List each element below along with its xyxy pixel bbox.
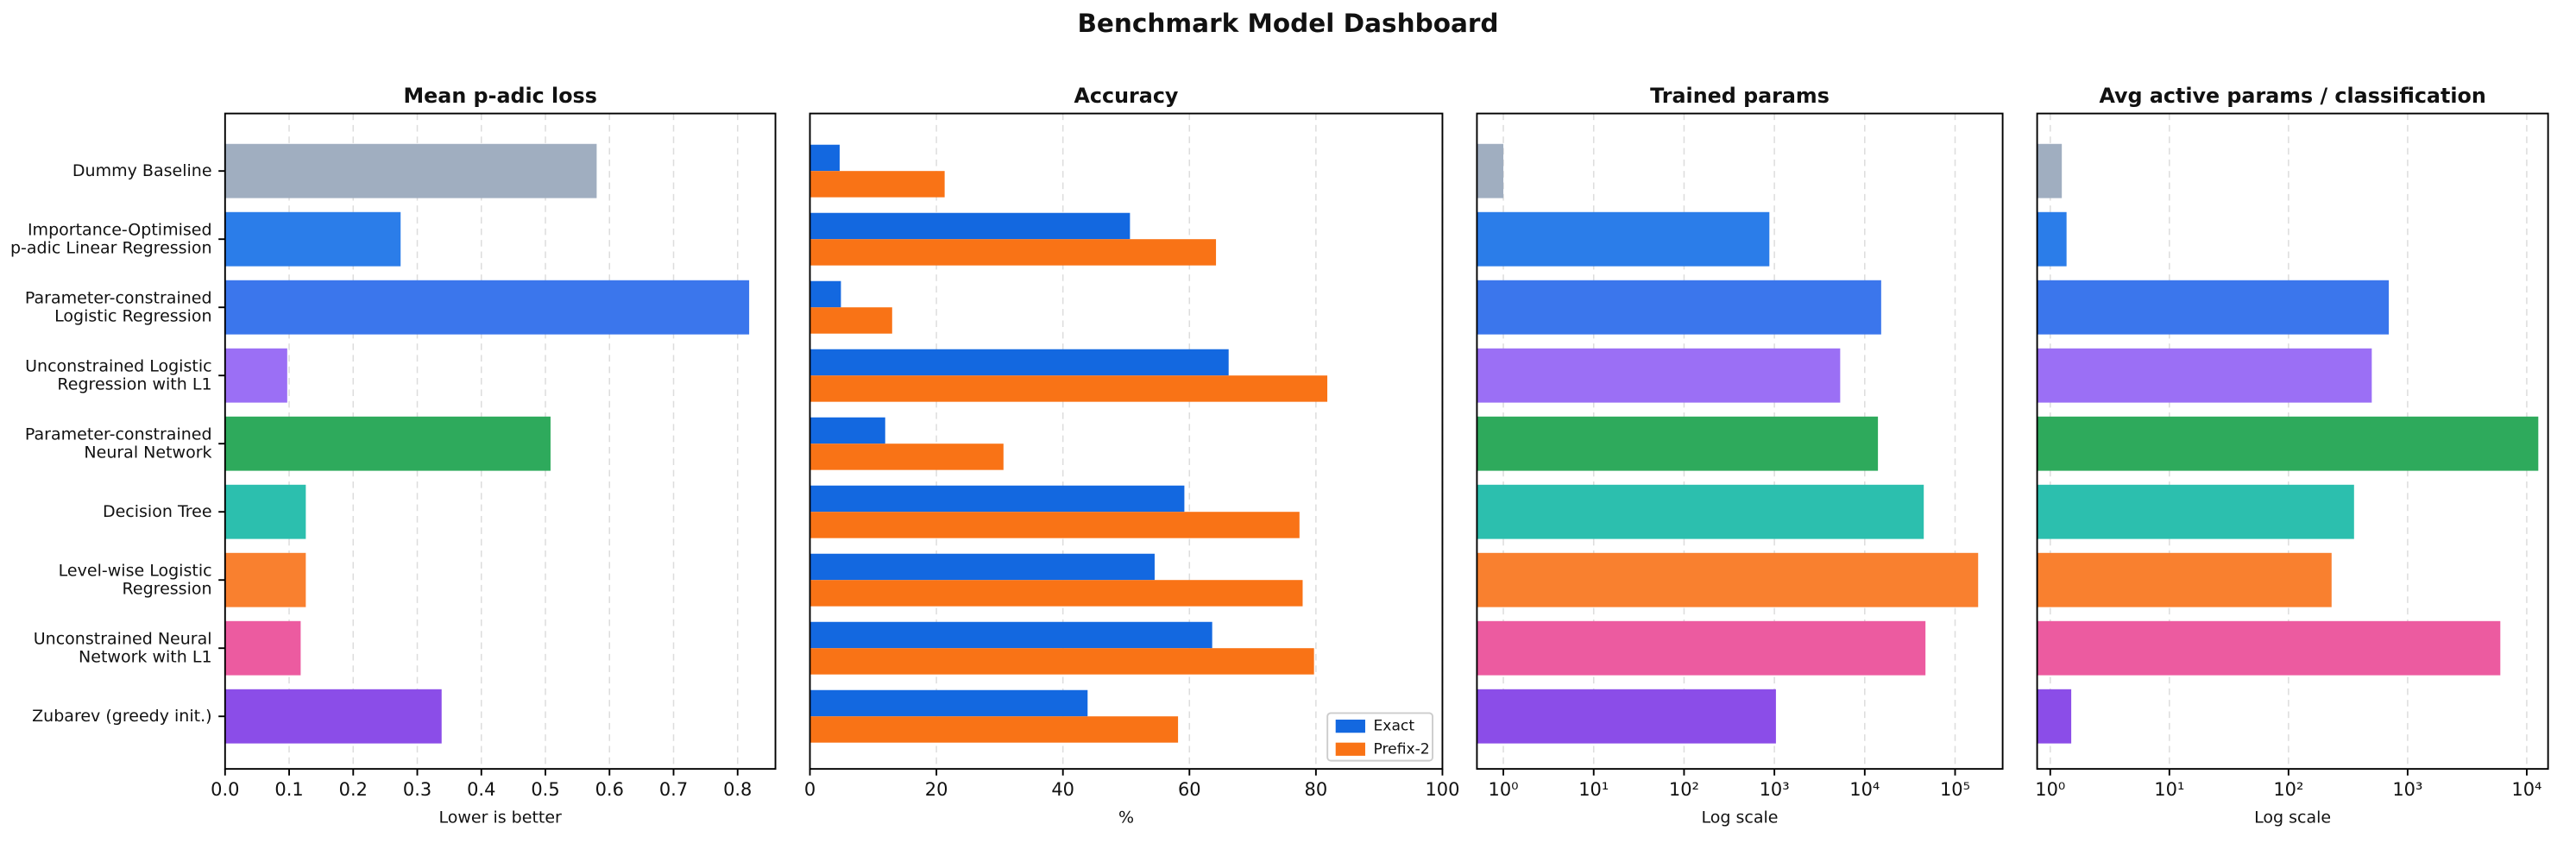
bar <box>2037 689 2072 744</box>
y-tick-label: Importance-Optimised p-adic Linear Regres… <box>10 220 212 257</box>
bar <box>224 484 306 539</box>
x-tick-label: 10³ <box>1760 779 1790 800</box>
bar <box>809 648 1314 675</box>
x-tick-label: 0 <box>804 779 816 800</box>
y-tick-label: Unconstrained Logistic Regression with L1 <box>25 356 211 393</box>
bar <box>809 553 1155 581</box>
bar <box>809 375 1328 402</box>
y-tick-label: Parameter-constrained Logistic Regression <box>25 288 212 325</box>
bar <box>809 144 840 172</box>
bar <box>809 280 841 308</box>
y-tick-label: Unconstrained Neural Network with L1 <box>34 629 212 666</box>
bar <box>809 417 885 444</box>
bar <box>809 171 945 198</box>
bar <box>809 716 1179 743</box>
legend-swatch <box>1335 742 1365 756</box>
axes-frame <box>2036 112 2549 771</box>
bar <box>224 416 551 471</box>
axes-frame <box>809 112 1444 771</box>
bar <box>1477 689 1776 744</box>
legend-label: Prefix-2 <box>1373 740 1429 758</box>
bar <box>1477 211 1770 267</box>
bar <box>1477 416 1879 471</box>
bar <box>2037 143 2063 198</box>
bar <box>809 307 892 334</box>
bar <box>2037 280 2390 335</box>
y-tick-label: Decision Tree <box>103 502 212 521</box>
y-tick-label: Zubarev (greedy init.) <box>32 707 211 726</box>
x-tick-label: 100 <box>1425 779 1459 800</box>
legend-label: Exact <box>1373 718 1414 735</box>
x-tick-label: 0.1 <box>274 779 303 800</box>
bar <box>1477 348 1841 403</box>
x-tick-label: 80 <box>1305 779 1328 800</box>
bar <box>224 211 401 267</box>
x-axis-label: % <box>1118 808 1134 827</box>
x-tick-label: 0.6 <box>595 779 624 800</box>
x-tick-label: 10⁰ <box>2035 779 2065 800</box>
bar <box>1477 484 1924 539</box>
x-tick-label: 10³ <box>2392 779 2422 800</box>
x-tick-label: 0.0 <box>211 779 239 800</box>
bar <box>2037 484 2354 539</box>
x-tick-label: 0.3 <box>403 779 431 800</box>
bar <box>809 212 1131 240</box>
axes-frame <box>1476 112 2004 771</box>
x-tick-label: 10² <box>2273 779 2303 800</box>
x-tick-label: 10⁰ <box>1489 779 1519 800</box>
bar <box>809 444 1004 470</box>
bar <box>809 689 1088 717</box>
x-tick-label: 0.8 <box>723 779 752 800</box>
x-tick-label: 10⁴ <box>2511 779 2541 800</box>
axes-frame <box>224 112 777 771</box>
panel-title: Accuracy <box>1074 84 1179 108</box>
x-axis-label: Log scale <box>2254 808 2331 827</box>
x-axis-label: Lower is better <box>438 808 562 827</box>
x-tick-label: 10⁵ <box>1940 779 1970 800</box>
bar <box>2037 416 2539 471</box>
x-tick-label: 10¹ <box>2154 779 2184 800</box>
bar <box>809 621 1212 649</box>
suptitle: Benchmark Model Dashboard <box>1077 9 1498 38</box>
panel-title: Avg active params / classification <box>2099 84 2485 108</box>
y-tick-label: Level-wise Logistic Regression <box>59 561 212 598</box>
bar <box>1477 620 1926 676</box>
x-tick-label: 0.4 <box>467 779 495 800</box>
x-tick-label: 10¹ <box>1578 779 1609 800</box>
x-tick-label: 0.2 <box>339 779 368 800</box>
x-tick-label: 20 <box>925 779 948 800</box>
bar <box>2037 211 2067 267</box>
x-tick-label: 10² <box>1669 779 1699 800</box>
y-tick-label: Dummy Baseline <box>72 161 212 180</box>
legend-swatch <box>1335 720 1365 733</box>
bar <box>809 485 1185 513</box>
bar <box>224 143 597 198</box>
x-tick-label: 0.5 <box>531 779 559 800</box>
x-tick-label: 60 <box>1178 779 1201 800</box>
bar <box>224 552 306 607</box>
x-tick-label: 40 <box>1051 779 1074 800</box>
bar <box>224 620 301 676</box>
bar <box>809 512 1300 538</box>
bar <box>1477 143 1504 198</box>
bar <box>809 349 1229 376</box>
y-tick-label: Parameter-constrained Neural Network <box>25 425 212 462</box>
x-tick-label: 0.7 <box>659 779 688 800</box>
bar <box>224 689 442 744</box>
bar <box>224 348 287 403</box>
bar <box>224 280 750 335</box>
panel-title: Trained params <box>1650 84 1830 108</box>
bar <box>809 239 1217 266</box>
bar <box>809 580 1303 607</box>
bar <box>2037 620 2501 676</box>
bar <box>2037 348 2372 403</box>
bar <box>1477 280 1881 335</box>
x-tick-label: 10⁴ <box>1849 779 1880 800</box>
panel-title: Mean p-adic loss <box>404 84 597 108</box>
bar <box>1477 552 1979 607</box>
bar <box>2037 552 2332 607</box>
x-axis-label: Log scale <box>1702 808 1779 827</box>
